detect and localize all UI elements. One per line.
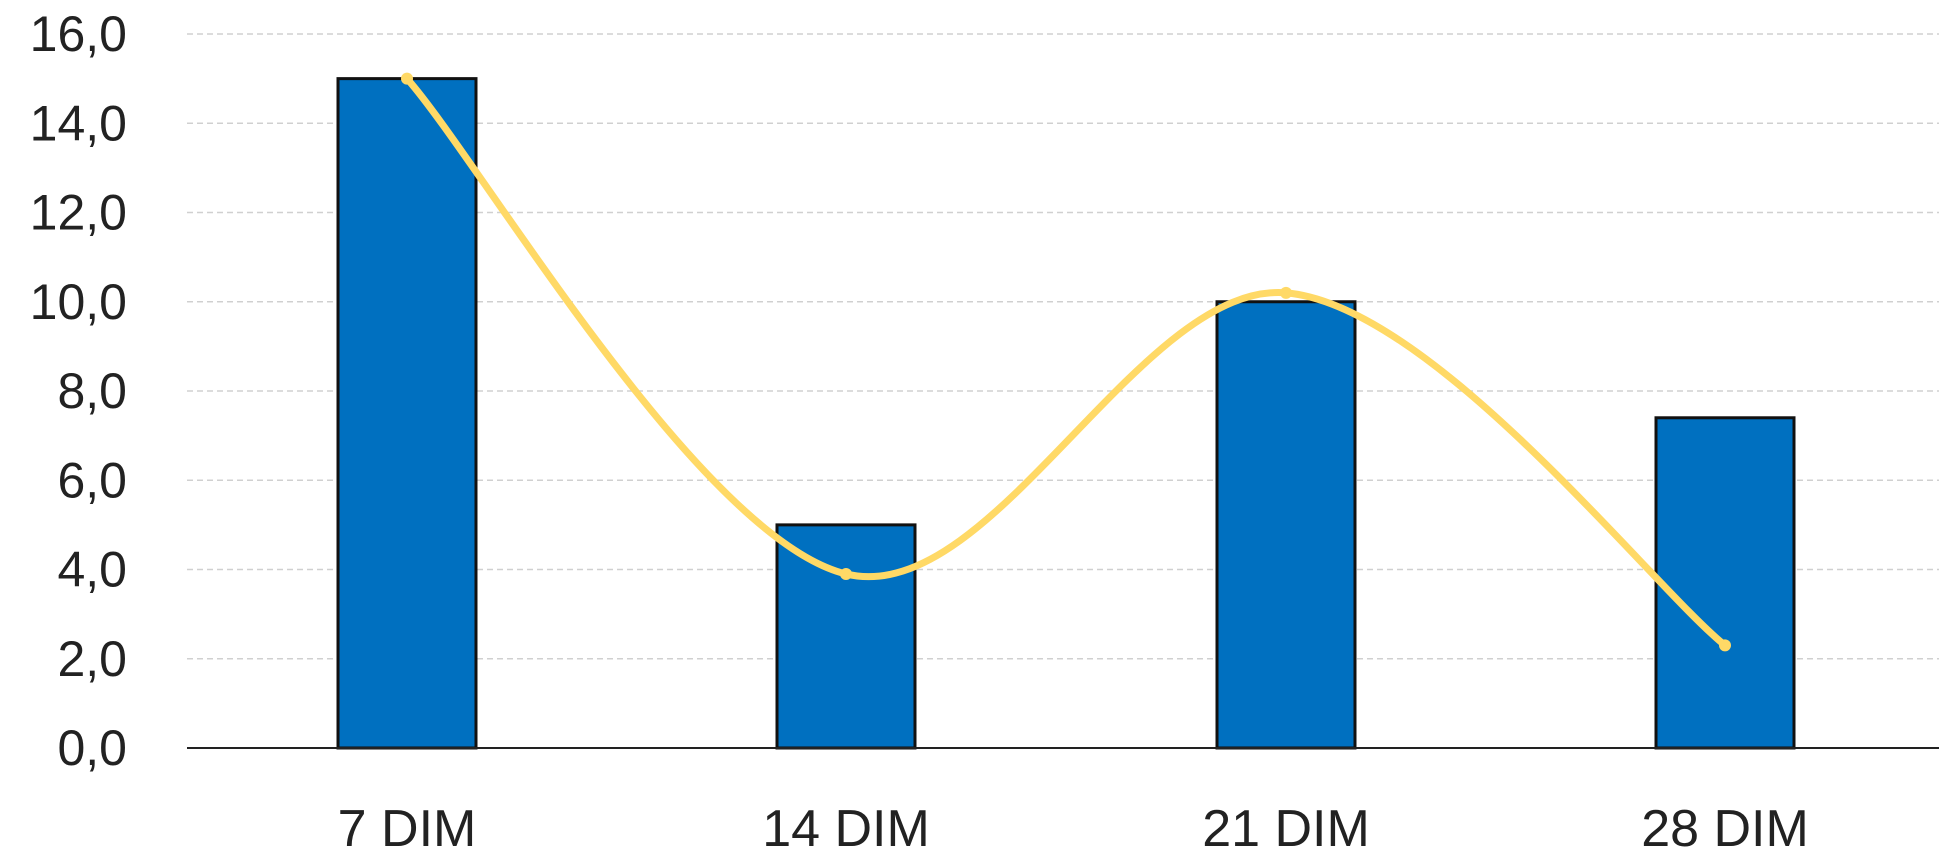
trend-line-series	[401, 72, 1731, 652]
y-tick-label: 16,0	[30, 6, 127, 62]
bar	[1215, 300, 1357, 750]
bar	[336, 77, 478, 750]
y-axis-tick-labels: 0,0 2,0 4,0 6,0 8,0 10,0 12,0 14,0 16,0	[30, 6, 127, 776]
trend-point	[1719, 639, 1731, 652]
y-tick-label: 14,0	[30, 95, 127, 151]
x-category-label: 7 DIM	[338, 800, 477, 855]
y-tick-label: 4,0	[57, 542, 127, 598]
x-category-label: 14 DIM	[762, 800, 930, 855]
trend-line	[403, 75, 1729, 649]
y-tick-label: 12,0	[30, 185, 127, 241]
trend-point	[840, 567, 852, 580]
x-category-label: 21 DIM	[1202, 800, 1370, 855]
y-tick-label: 2,0	[57, 631, 127, 687]
bar	[1654, 416, 1796, 750]
trend-point	[1280, 286, 1292, 299]
bar	[775, 523, 917, 750]
x-axis-category-labels: 7 DIM 14 DIM 21 DIM 28 DIM	[338, 800, 1809, 855]
y-tick-label: 0,0	[57, 720, 127, 776]
bar-series	[336, 77, 1796, 750]
trend-point	[401, 72, 413, 85]
y-tick-label: 8,0	[57, 363, 127, 419]
gridlines	[187, 33, 1939, 660]
x-category-label: 28 DIM	[1641, 800, 1809, 855]
y-tick-label: 6,0	[57, 452, 127, 508]
y-tick-label: 10,0	[30, 274, 127, 330]
